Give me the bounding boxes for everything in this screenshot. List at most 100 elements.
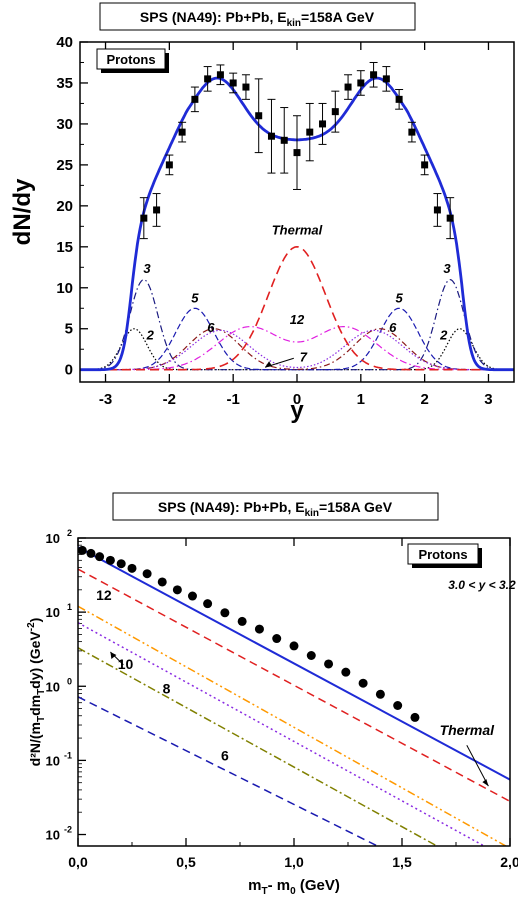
- bottom-plot-frame: [77, 537, 511, 847]
- top-component-curve: [80, 328, 514, 371]
- bottom-y-tick-label: 10: [46, 753, 60, 768]
- top-component-curve: [80, 278, 514, 371]
- bottom-line-label-12: 12: [96, 587, 112, 603]
- top-data-point: [153, 206, 161, 214]
- bottom-y-tick-label: 10: [46, 605, 60, 620]
- top-component-curve: [80, 326, 514, 371]
- top-data-point: [255, 112, 263, 120]
- bottom-data-point: [105, 555, 115, 565]
- top-data-point: [421, 161, 429, 169]
- top-data-point: [204, 75, 212, 83]
- bottom-y-tick-exp: -1: [64, 750, 72, 760]
- top-data-point: [242, 83, 250, 91]
- bottom-y-tick-exp: -2: [64, 825, 72, 835]
- bottom-series-line: [78, 568, 510, 803]
- bottom-data-point: [341, 667, 351, 677]
- top-curve-label: 3: [143, 261, 151, 276]
- top-curve-label: 3: [443, 261, 451, 276]
- top-curve-label: 6: [389, 320, 397, 335]
- bottom-data-point: [172, 585, 182, 595]
- bottom-data-point: [187, 591, 197, 601]
- top-y-tick-label: 10: [56, 280, 73, 297]
- bottom-data-point: [375, 689, 385, 699]
- top-component-curve: [80, 307, 514, 371]
- top-x-tick-label: 2: [420, 391, 428, 408]
- top-data-point: [331, 108, 339, 116]
- bottom-arrowhead-10: [110, 651, 117, 659]
- top-curve-label: 5: [191, 291, 199, 306]
- top-data-point: [293, 149, 301, 157]
- top-curve-label: 12: [290, 312, 305, 327]
- top-data-point: [408, 128, 416, 136]
- bottom-legend: Protons: [407, 543, 482, 568]
- top-component-curve: [80, 329, 514, 371]
- bottom-line-label-8: 8: [163, 680, 171, 696]
- bottom-x-tick-label: 1,5: [392, 854, 412, 870]
- top-data-point: [344, 83, 352, 91]
- bottom-thermal-arrowhead: [482, 779, 489, 787]
- bottom-data-point: [142, 569, 152, 579]
- top-x-tick-label: 0: [293, 391, 301, 408]
- top-curve-label: 6: [207, 320, 215, 335]
- top-data-point: [319, 120, 327, 128]
- bottom-y-tick-exp: 2: [67, 528, 72, 538]
- top-y-tick-label: 20: [56, 198, 73, 215]
- top-legend-label: Protons: [106, 52, 155, 67]
- bottom-data-point: [272, 634, 282, 644]
- bottom-x-tick-label: 1,0: [284, 854, 304, 870]
- bottom-series-line: [78, 622, 486, 846]
- top-data-point: [395, 95, 403, 103]
- bottom-data-point: [410, 712, 420, 722]
- top-data-point: [382, 75, 390, 83]
- bottom-line-label-10: 10: [118, 656, 134, 672]
- bottom-x-tick-label: 2,0: [500, 854, 518, 870]
- bottom-xlabel: mT- m0 (GeV): [248, 877, 340, 897]
- top-curve-label: 2: [439, 327, 448, 342]
- bottom-title-box: [112, 492, 439, 521]
- top-title: SPS (NA49): Pb+Pb, Ekin=158A GeV: [140, 9, 375, 29]
- top-data-point: [433, 206, 441, 214]
- top-data-point: [229, 79, 237, 87]
- bottom-legend-box: [407, 543, 479, 565]
- top-y-tick-label: 15: [56, 239, 73, 256]
- top-y-tick-label: 40: [56, 34, 73, 51]
- bottom-title: SPS (NA49): Pb+Pb, Ekin=158A GeV: [158, 499, 393, 519]
- bottom-lines-group: [78, 546, 510, 846]
- top-title-box: [99, 2, 416, 31]
- top-x-tick-label: 1: [357, 391, 365, 408]
- bottom-legend-label: Protons: [418, 547, 467, 562]
- top-y-tick-label: 25: [56, 157, 73, 174]
- top-data-point: [357, 79, 365, 87]
- top-curve-label: 7: [300, 350, 308, 365]
- bottom-y-tick-label: 10: [46, 828, 60, 843]
- bottom-data-point: [254, 624, 264, 634]
- bottom-data-point: [306, 650, 316, 660]
- bottom-y-tick-exp: 1: [67, 602, 72, 612]
- top-legend: Protons: [96, 48, 169, 73]
- bottom-y-tick-label: 10: [46, 531, 60, 546]
- top-xlabel: y: [290, 397, 304, 424]
- top-y-tick-label: 0: [65, 362, 73, 379]
- bottom-line-label-6: 6: [221, 747, 229, 763]
- bottom-chart: SPS (NA49): Pb+Pb, Ekin=158A GeV 0,0 0,5 1…: [26, 492, 518, 897]
- top-x-tick-label: -1: [227, 391, 240, 408]
- bottom-data-point: [289, 641, 299, 651]
- top-data-point: [191, 95, 199, 103]
- top-data-point: [267, 132, 275, 140]
- bottom-plot-area: 0,0 0,5 1,0 1,5 2,0 10 -2 10 -1 10 0 10 1 10 2 12 10 8 6 Th…: [46, 528, 518, 870]
- top-y-tick-label: 30: [56, 116, 73, 133]
- bottom-data-point: [324, 659, 334, 669]
- top-chart: SPS (NA49): Pb+Pb, Ekin=158A GeV -3 -2 -1 0…: [9, 2, 515, 424]
- top-data-point: [280, 136, 288, 144]
- top-thermal-curve: [80, 245, 514, 371]
- bottom-x-tick-label: 0,5: [176, 854, 196, 870]
- top-data-point: [306, 128, 314, 136]
- top-x-tick-label: -3: [99, 391, 112, 408]
- top-thermal-label: Thermal: [272, 223, 323, 238]
- bottom-x-tick-label: 0,0: [68, 854, 88, 870]
- top-component-curve: [80, 328, 514, 371]
- bottom-data-point: [116, 559, 126, 569]
- top-data-point: [140, 214, 148, 222]
